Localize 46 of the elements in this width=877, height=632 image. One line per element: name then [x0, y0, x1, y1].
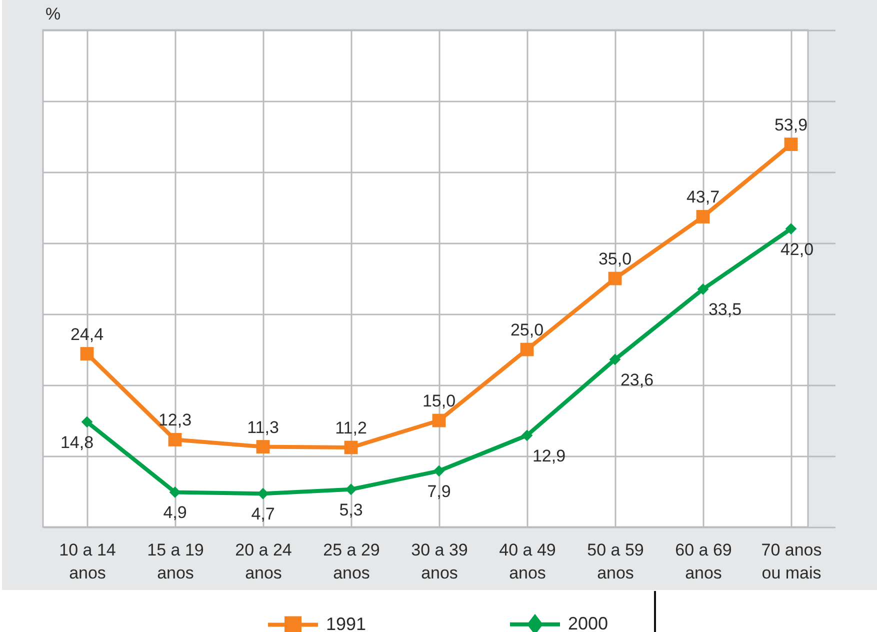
point	[80, 347, 94, 360]
data-label: 42,0	[780, 240, 814, 259]
data-label: 4,7	[251, 504, 275, 524]
data-label: 33,5	[708, 300, 742, 320]
data-label: 25,0	[510, 320, 544, 340]
point	[344, 440, 358, 454]
data-label: 11,3	[247, 418, 279, 437]
point	[608, 272, 622, 286]
x-tick-label: 20 a 24 anos	[235, 540, 292, 582]
data-label: 11,2	[335, 418, 367, 438]
point	[345, 484, 357, 496]
legend-label: 1991	[326, 614, 366, 632]
data-label: 12,3	[158, 410, 192, 430]
data-label: 43,7	[686, 188, 720, 207]
x-tick-label: 25 a 29 anos	[323, 540, 380, 582]
point	[81, 416, 93, 428]
data-label: 12,9	[532, 446, 566, 466]
x-tick-label: 15 a 19 anos	[147, 540, 204, 582]
point	[784, 138, 798, 152]
x-tick-label: 50 a 59 anos	[587, 540, 644, 582]
data-label: 15,0	[422, 392, 456, 410]
data-label: 53,9	[774, 115, 808, 134]
x-tick-label: 30 a 39 anos	[411, 540, 468, 582]
data-label: 14,8	[60, 432, 94, 452]
x-tick-label: 70 anos ou mais	[761, 540, 822, 582]
point	[785, 223, 797, 234]
data-label: 4,9	[163, 503, 187, 522]
point	[432, 414, 446, 428]
data-label: 35,0	[598, 250, 632, 268]
data-label: 7,9	[427, 482, 451, 501]
data-label: 5,3	[339, 500, 363, 520]
point	[168, 432, 182, 446]
point	[433, 465, 445, 477]
legend-label: 2000	[568, 613, 608, 632]
point	[521, 430, 533, 442]
point	[696, 210, 710, 224]
x-tick-label: 60 a 69 anos	[675, 540, 732, 582]
point	[609, 354, 621, 366]
x-tick-label: 10 a 14 anos	[59, 540, 116, 582]
point	[697, 283, 709, 295]
x-tick-label: 40 a 49 anos	[499, 540, 556, 582]
data-label: 24,4	[70, 324, 104, 344]
point	[256, 440, 270, 454]
data-label: 23,6	[620, 370, 654, 390]
point	[520, 342, 534, 356]
y-axis-title: %	[46, 4, 61, 24]
